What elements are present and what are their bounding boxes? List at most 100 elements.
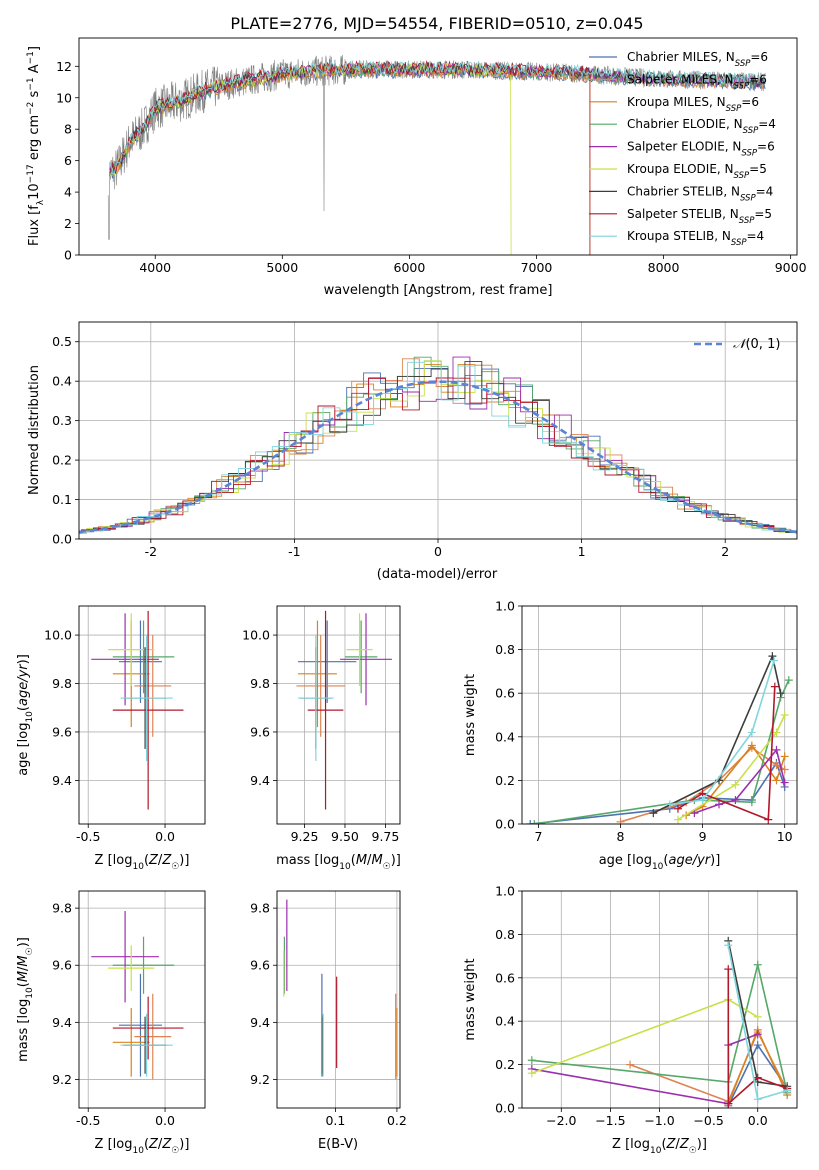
x-tick-label: -2 [145,544,157,559]
plot-area [107,54,766,255]
x-tick-label: 10 [777,829,793,844]
y-axis-label: Normed distribution [27,365,42,495]
y-tick-label: 0.6 [495,686,515,701]
weight-marker [753,1041,762,1050]
weight-marker [698,796,707,805]
y-tick-label: 9.6 [250,724,270,739]
residual-panel: -2 -1 0 1 2 0.0 0.1 0.2 0.3 0.4 0.5 𝒩(0, 1) (data-mo… [27,321,798,582]
axes-frame [521,890,798,1109]
plot-area [91,610,184,810]
y-tick-label: 10.0 [44,628,72,643]
y-tick-label: 0.0 [52,532,72,547]
legend: Chabrier MILES, NSSP=6 Salpeter MILES, NS… [589,50,776,248]
mass-ebv-panel: 0.1 0.2 9.2 9.4 9.6 9.8 E(B-V) [250,890,407,1152]
x-tick-label: 5000 [266,260,298,275]
spectrum-panel: 4000 5000 6000 7000 8000 9000 0 2 4 6 8 10 12 Chabrie… [26,37,807,298]
weight-marker [673,815,682,824]
y-tick-label: 0 [64,248,72,263]
weight-marker [772,728,781,737]
axes-frame [276,890,401,1109]
y-tick-label: 12 [56,59,72,74]
weight-marker [770,682,779,691]
y-axis-label: Flux [fλ10−17 erg cm−2 s−1 A−1] [26,46,46,246]
legend-label: Kroupa MILES, NSSP=6 [627,95,759,114]
x-tick-label: -0.5 [76,1113,100,1128]
x-tick-label: −1.5 [595,1113,625,1128]
weight-marker [753,1073,762,1082]
y-tick-label: 9.6 [52,958,72,973]
x-tick-label: 4000 [139,260,171,275]
x-axis-label: mass [log10(M/M☉)] [276,853,401,872]
x-tick-label: −2.0 [546,1113,576,1128]
figure-title: PLATE=2776, MJD=54554, FIBERID=0510, z=0… [230,14,643,33]
weight-series-1 [530,761,786,824]
x-tick-label: 7 [534,829,542,844]
y-tick-label: 8 [64,122,72,137]
x-axis-label: age [log10(age/yr)] [599,853,721,872]
y-tick-label: 9.8 [250,901,270,916]
weight-marker [530,820,539,824]
weight-marker [724,941,733,950]
y-axis-label: mass weight [463,674,478,756]
y-tick-label: 9.4 [52,773,72,788]
weight-marker [747,798,756,807]
x-tick-label: -0.5 [76,829,100,844]
weight-marker [764,815,773,824]
weight-marker [753,960,762,969]
axes-frame [78,605,206,825]
weight-marker [780,778,789,787]
y-tick-label: 4 [64,185,72,200]
weight-marker [772,776,781,785]
age-mass-panel: 9.25 9.50 9.75 9.4 9.6 9.8 10.0 mass [log10(M/M… [242,605,401,872]
weight-marker [724,1099,733,1108]
weight-series-7 [652,653,782,814]
weight-marker [783,1086,792,1095]
y-tick-label: 1.0 [495,599,515,614]
weight-marker [747,728,756,737]
y-tick-label: 9.4 [250,773,270,788]
y-tick-label: 0.5 [52,334,72,349]
legend-label: Salpeter MILES, NSSP=6 [627,72,767,91]
weight-marker [616,817,625,824]
x-tick-label: 8000 [648,260,680,275]
y-tick-label: 9.8 [52,676,72,691]
model-spectrum-8 [109,60,591,255]
weight-z-panel: −2.0 −1.5 −1.0 −0.5 0.0 0.0 0.2 0.4 0.6 0.8 1.0 Z [… [463,884,798,1156]
y-tick-label: 9.2 [250,1072,270,1087]
plot-area [527,936,792,1108]
weight-marker [753,1095,762,1104]
y-tick-label: 9.8 [52,901,72,916]
plot-area [526,652,793,824]
y-tick-label: 9.6 [250,958,270,973]
weight-marker [527,1056,536,1065]
legend-label: Chabrier STELIB, NSSP=4 [627,184,773,203]
y-tick-label: 0.6 [495,970,515,985]
weight-age-panel: 7 8 9 10 0.0 0.2 0.4 0.6 0.8 1.0 age [log10(age/yr… [463,599,798,872]
legend-label: Kroupa ELODIE, NSSP=5 [627,162,767,181]
histogram-3 [79,363,797,534]
weight-series-5 [531,1033,758,1105]
y-tick-label: 0.2 [52,453,72,468]
x-tick-label: 9 [699,829,707,844]
weight-marker [753,1030,762,1039]
y-tick-label: 0.4 [52,374,72,389]
weight-marker [780,752,789,761]
legend-label: Chabrier ELODIE, NSSP=4 [627,117,776,136]
x-tick-label: 0.1 [325,1113,345,1128]
weight-series-2 [620,746,786,823]
y-axis-label: mass [log10(M/M☉)] [16,937,35,1062]
y-axis-label: age [log10(age/yr)] [16,654,35,776]
legend-label: Kroupa STELIB, NSSP=4 [627,229,764,248]
weight-series-9 [669,660,775,806]
y-tick-label: 0.3 [52,413,72,428]
axes-frame [276,605,401,825]
y-tick-label: 10 [56,90,72,105]
weight-marker [626,1060,635,1069]
weight-marker [673,804,682,813]
x-tick-label: 1 [578,544,586,559]
x-tick-label: 9.75 [372,829,400,844]
histogram-9 [79,360,797,534]
weight-marker [753,1012,762,1021]
weight-marker [784,676,793,685]
y-tick-label: 0.8 [495,642,515,657]
